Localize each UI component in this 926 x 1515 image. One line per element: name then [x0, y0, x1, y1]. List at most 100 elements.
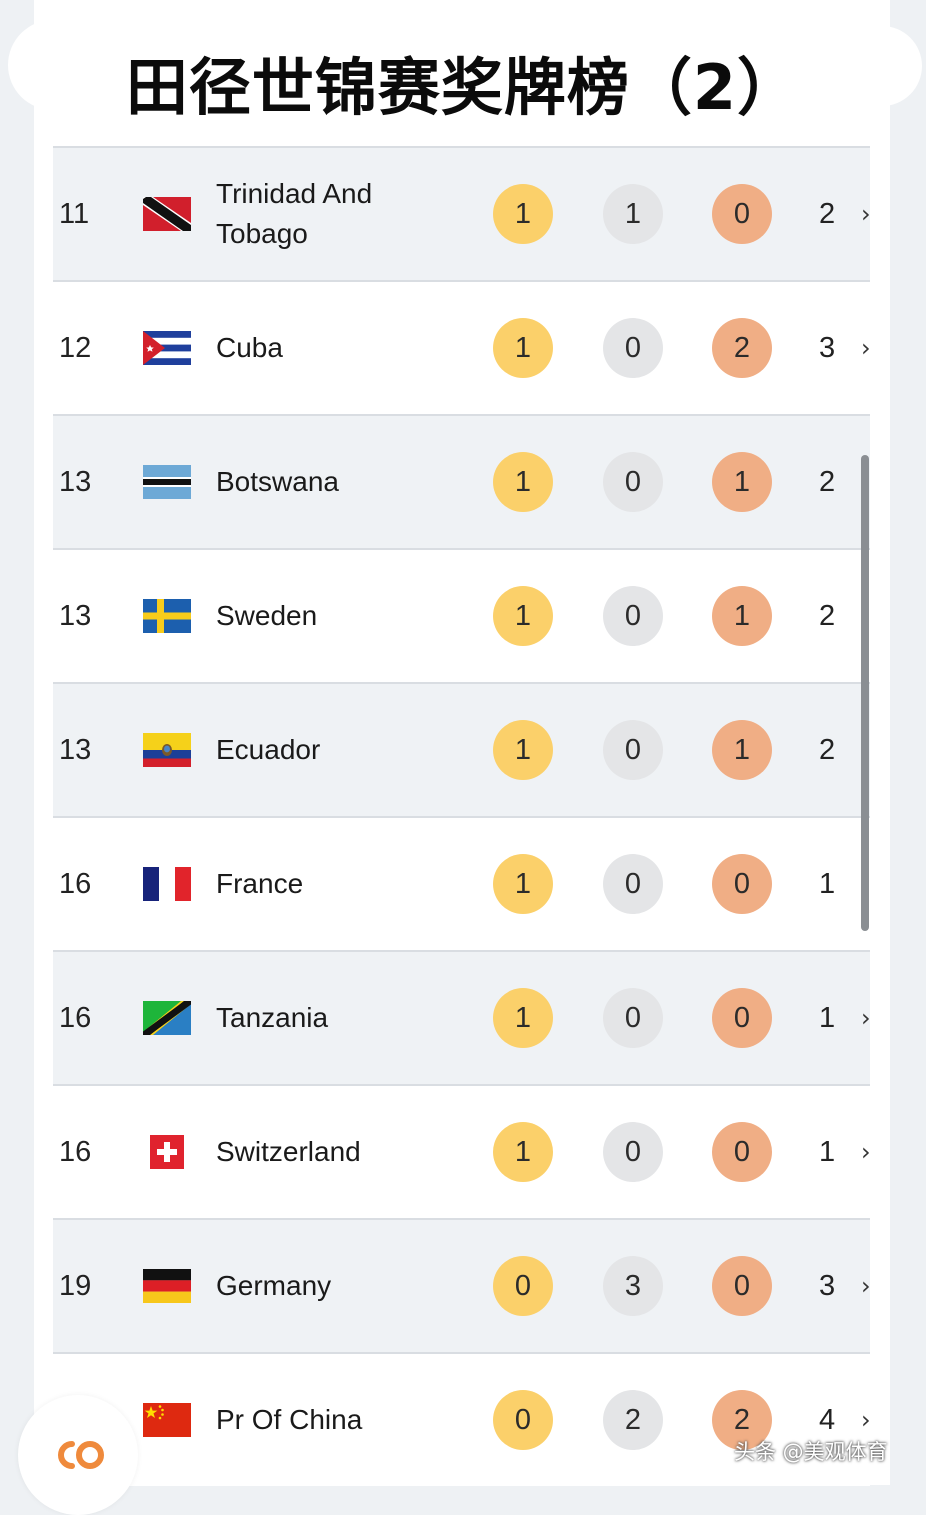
rank: 12 — [59, 331, 92, 364]
total-count: 1 — [819, 1001, 836, 1034]
total-count: 2 — [819, 465, 836, 498]
total-count: 3 — [819, 1269, 836, 1302]
total-count: 4 — [819, 1403, 836, 1436]
country-name-line1: Sweden — [216, 600, 318, 631]
table-row[interactable]: Pr Of China 0 2 2 4 › — [53, 1352, 870, 1486]
country-name-line2: Tobago — [216, 218, 308, 249]
logo-icon — [58, 1441, 104, 1469]
country-name-line1: France — [216, 868, 304, 899]
gold-count: 0 — [493, 1256, 553, 1316]
botswana-flag-icon — [143, 465, 191, 499]
country-name: France — [216, 818, 466, 950]
country-name-line1: Cuba — [216, 332, 283, 363]
country-name-line1: Botswana — [216, 466, 339, 497]
total-count: 2 — [819, 733, 836, 766]
country-name: Switzerland — [216, 1086, 466, 1218]
country-name: Sweden — [216, 550, 466, 682]
ecuador-flag-icon — [143, 733, 191, 767]
country-name-line1: Tanzania — [216, 1002, 329, 1033]
country-name-line1: Germany — [216, 1270, 332, 1301]
chevron-right-icon[interactable]: › — [861, 1272, 870, 1300]
france-flag-icon — [143, 867, 191, 901]
table-row[interactable]: 13 Sweden 1 0 1 2 › — [53, 548, 870, 682]
table-row[interactable]: 19 Germany 0 3 0 3 › — [53, 1218, 870, 1352]
gold-count: 1 — [493, 720, 553, 780]
total-count: 2 — [819, 599, 836, 632]
bronze-count: 2 — [712, 318, 772, 378]
cuba-flag-icon — [143, 331, 191, 365]
gold-count: 1 — [493, 988, 553, 1048]
table-row[interactable]: 12 Cuba 1 0 2 3 › — [53, 280, 870, 414]
gold-count: 1 — [493, 1122, 553, 1182]
germany-flag-icon — [143, 1269, 191, 1303]
silver-count: 0 — [603, 318, 663, 378]
chevron-right-icon[interactable]: › — [861, 1138, 870, 1166]
rank: 13 — [59, 733, 92, 766]
rank: 13 — [59, 465, 92, 498]
table-row[interactable]: 16 Tanzania 1 0 0 1 › — [53, 950, 870, 1084]
rank: 13 — [59, 599, 92, 632]
silver-count: 0 — [603, 586, 663, 646]
silver-count: 0 — [603, 1122, 663, 1182]
rank: 16 — [59, 867, 92, 900]
bronze-count: 1 — [712, 586, 772, 646]
country-name: Cuba — [216, 282, 466, 414]
country-name-line1: Ecuador — [216, 734, 321, 765]
silver-count: 0 — [603, 854, 663, 914]
total-count: 1 — [819, 1135, 836, 1168]
table-row[interactable]: 16 Switzerland 1 0 0 1 › — [53, 1084, 870, 1218]
gold-count: 1 — [493, 586, 553, 646]
total-count: 1 — [819, 867, 836, 900]
silver-count: 2 — [603, 1390, 663, 1450]
silver-count: 0 — [603, 452, 663, 512]
total-count: 3 — [819, 331, 836, 364]
country-name-line1: Pr Of China — [216, 1404, 363, 1435]
total-count: 2 — [819, 197, 836, 230]
country-name: Germany — [216, 1220, 466, 1352]
bronze-count: 0 — [712, 1256, 772, 1316]
chevron-right-icon[interactable]: › — [861, 1406, 870, 1434]
country-name: Botswana — [216, 416, 466, 548]
table-row[interactable]: 13 Botswana 1 0 1 2 › — [53, 414, 870, 548]
rank: 16 — [59, 1135, 92, 1168]
table-row[interactable]: 13 Ecuador 1 0 1 2 › — [53, 682, 870, 816]
bronze-count: 1 — [712, 452, 772, 512]
silver-count: 3 — [603, 1256, 663, 1316]
country-name: Trinidad And Tobago — [216, 148, 466, 280]
bronze-count: 1 — [712, 720, 772, 780]
scrollbar[interactable] — [861, 455, 869, 931]
chevron-right-icon[interactable]: › — [861, 1004, 870, 1032]
silver-count: 0 — [603, 988, 663, 1048]
bronze-count: 0 — [712, 184, 772, 244]
trinidad-and-tobago-flag-icon — [143, 197, 191, 231]
country-name-line1: Trinidad And — [216, 178, 373, 209]
page-title: 田径世锦赛奖牌榜（2） — [125, 51, 801, 124]
silver-count: 1 — [603, 184, 663, 244]
rank: 16 — [59, 1001, 92, 1034]
gold-count: 1 — [493, 854, 553, 914]
country-name: Tanzania — [216, 952, 466, 1084]
watermark: 头条 @美观体育 — [734, 1440, 888, 1464]
medal-table[interactable]: 11 Trinidad And Tobago 1 1 0 2 › 12 — [53, 146, 870, 1486]
chevron-right-icon[interactable]: › — [861, 200, 870, 228]
sweden-flag-icon — [143, 599, 191, 633]
chevron-right-icon[interactable]: › — [861, 334, 870, 362]
bronze-count: 0 — [712, 854, 772, 914]
rank: 11 — [59, 197, 90, 230]
bronze-count: 2 — [712, 1390, 772, 1450]
gold-count: 1 — [493, 184, 553, 244]
gold-count: 1 — [493, 452, 553, 512]
switzerland-flag-icon — [150, 1135, 184, 1169]
country-name: Ecuador — [216, 684, 466, 816]
gold-count: 0 — [493, 1390, 553, 1450]
bronze-count: 0 — [712, 988, 772, 1048]
table-row[interactable]: 16 France 1 0 0 1 › — [53, 816, 870, 950]
bronze-count: 0 — [712, 1122, 772, 1182]
table-row[interactable]: 11 Trinidad And Tobago 1 1 0 2 › — [53, 146, 870, 280]
silver-count: 0 — [603, 720, 663, 780]
app-logo-button[interactable] — [18, 1395, 138, 1515]
country-name-line1: Switzerland — [216, 1136, 361, 1167]
country-name: Pr Of China — [216, 1354, 466, 1486]
gold-count: 1 — [493, 318, 553, 378]
tanzania-flag-icon — [143, 1001, 191, 1035]
